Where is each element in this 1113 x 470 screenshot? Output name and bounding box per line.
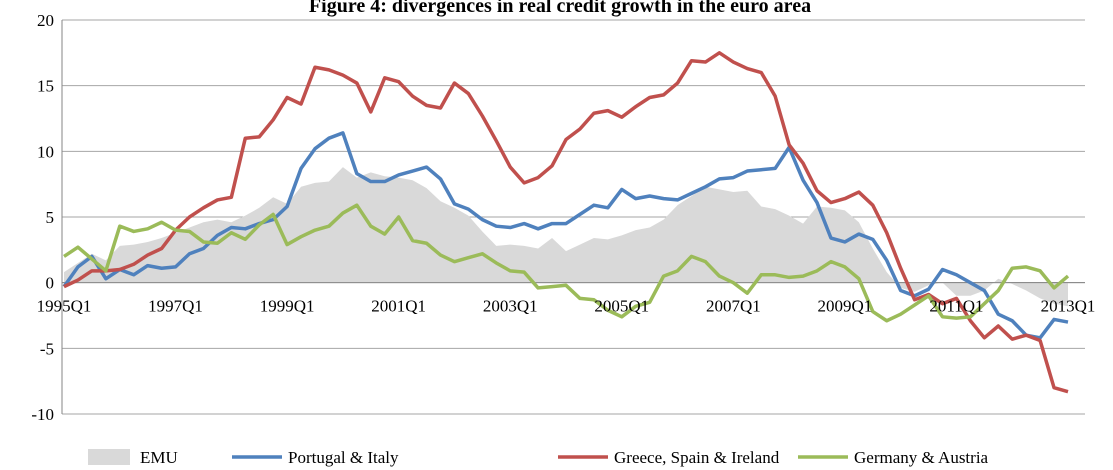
y-tick-label: 10 (37, 142, 54, 161)
y-tick-label: -10 (31, 405, 54, 424)
x-tick-label: 1997Q1 (148, 297, 203, 316)
line (62, 131, 1069, 340)
y-tick-label: 20 (37, 11, 54, 30)
x-tick-label: 2013Q1 (1041, 297, 1096, 316)
x-tick-label: 2001Q1 (371, 297, 426, 316)
line (63, 203, 1070, 323)
legend-label: EMU (140, 448, 178, 467)
x-tick-label: 2009Q1 (817, 297, 872, 316)
legend-label: Germany & Austria (854, 448, 989, 467)
chart-title: Figure 4: divergences in real credit gro… (309, 0, 811, 17)
legend-label: Portugal & Italy (288, 448, 399, 467)
x-tick-label: 1999Q1 (260, 297, 315, 316)
x-tick-label: 1995Q1 (37, 297, 92, 316)
y-tick-label: 5 (46, 208, 55, 227)
x-tick-label: 2007Q1 (706, 297, 761, 316)
line (63, 51, 1069, 394)
y-tick-label: 0 (46, 274, 55, 293)
x-tick-label: 2005Q1 (594, 297, 649, 316)
legend-swatch (88, 449, 130, 465)
x-tick-label: 2003Q1 (483, 297, 538, 316)
x-tick-label: 2011Q1 (929, 297, 983, 316)
legend-label: Greece, Spain & Ireland (614, 448, 780, 467)
y-tick-label: -5 (40, 339, 54, 358)
y-tick-label: 15 (37, 77, 54, 96)
